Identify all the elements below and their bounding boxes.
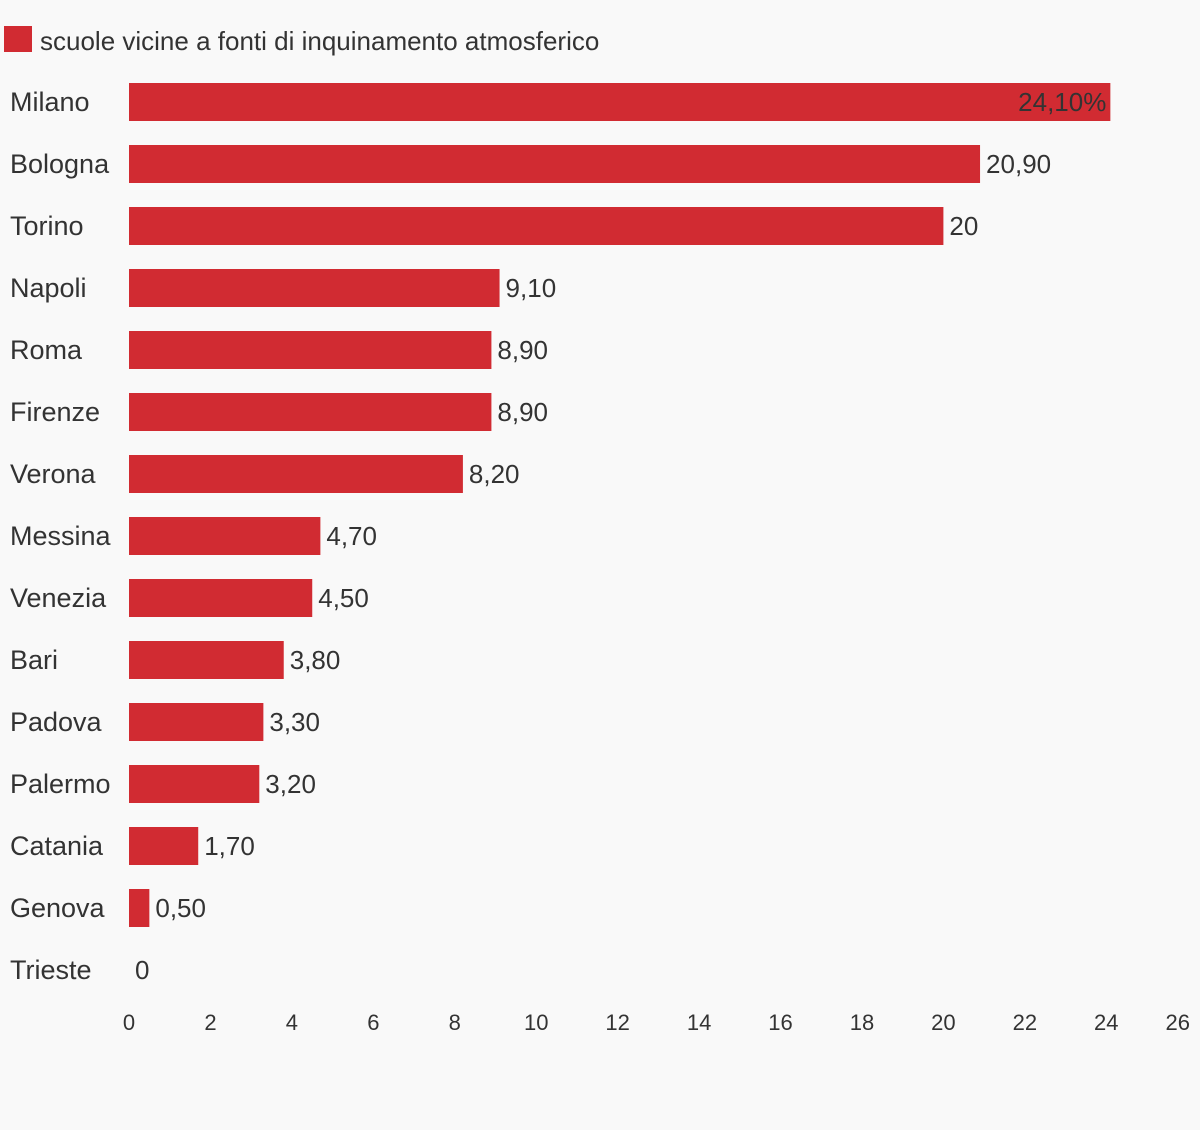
category-label-trieste: Trieste — [10, 955, 92, 985]
x-tick-22: 22 — [1013, 1010, 1037, 1035]
bar-roma — [129, 331, 492, 369]
value-label-trieste: 0 — [135, 955, 149, 985]
category-label-catania: Catania — [10, 831, 104, 861]
category-label-padova: Padova — [10, 707, 103, 737]
category-label-venezia: Venezia — [10, 583, 107, 613]
legend-swatch — [4, 26, 32, 52]
category-label-verona: Verona — [10, 459, 97, 489]
bar-bari — [129, 641, 284, 679]
value-label-messina: 4,70 — [326, 521, 377, 551]
category-label-bologna: Bologna — [10, 149, 110, 179]
value-label-bologna: 20,90 — [986, 149, 1051, 179]
bar-torino — [129, 207, 944, 245]
value-label-verona: 8,20 — [469, 459, 520, 489]
bar-palermo — [129, 765, 260, 803]
value-labels: 24,10% 20,90 20 9,10 8,90 8,90 8,20 4,70 4,50 3,8… — [135, 87, 1106, 985]
bar-bologna — [129, 145, 981, 183]
bar-napoli — [129, 269, 500, 307]
category-label-palermo: Palermo — [10, 769, 111, 799]
category-labels: Milano Bologna Torino Napoli Roma Firenze Vero… — [10, 87, 112, 985]
category-label-messina: Messina — [10, 521, 112, 551]
x-tick-8: 8 — [449, 1010, 461, 1035]
x-tick-10: 10 — [524, 1010, 548, 1035]
bar-verona — [129, 455, 463, 493]
value-label-torino: 20 — [949, 211, 978, 241]
legend-label: scuole vicine a fonti di inquinamento at… — [40, 26, 599, 56]
x-tick-26: 26 — [1166, 1010, 1190, 1035]
x-tick-4: 4 — [286, 1010, 298, 1035]
bar-firenze — [129, 393, 492, 431]
value-label-padova: 3,30 — [269, 707, 320, 737]
category-label-torino: Torino — [10, 211, 84, 241]
x-tick-16: 16 — [768, 1010, 792, 1035]
value-label-roma: 8,90 — [497, 335, 548, 365]
bar-venezia — [129, 579, 313, 617]
x-tick-14: 14 — [687, 1010, 711, 1035]
category-label-roma: Roma — [10, 335, 83, 365]
value-label-napoli: 9,10 — [506, 273, 557, 303]
bar-messina — [129, 517, 321, 555]
x-tick-20: 20 — [931, 1010, 955, 1035]
x-tick-6: 6 — [367, 1010, 379, 1035]
bar-catania — [129, 827, 199, 865]
value-label-genova: 0,50 — [155, 893, 206, 923]
bar-genova — [129, 889, 150, 927]
value-label-venezia: 4,50 — [318, 583, 369, 613]
category-label-milano: Milano — [10, 87, 90, 117]
bars-group — [129, 83, 1111, 927]
x-tick-24: 24 — [1094, 1010, 1118, 1035]
x-tick-18: 18 — [850, 1010, 874, 1035]
value-label-milano: 24,10% — [1018, 87, 1106, 117]
value-label-catania: 1,70 — [204, 831, 255, 861]
x-tick-0: 0 — [123, 1010, 135, 1035]
value-label-palermo: 3,20 — [265, 769, 316, 799]
x-tick-2: 2 — [204, 1010, 216, 1035]
legend: scuole vicine a fonti di inquinamento at… — [4, 26, 599, 56]
value-label-firenze: 8,90 — [497, 397, 548, 427]
bar-milano — [129, 83, 1111, 121]
category-label-firenze: Firenze — [10, 397, 100, 427]
category-label-bari: Bari — [10, 645, 58, 675]
bar-padova — [129, 703, 264, 741]
x-axis-ticks: 0 2 4 6 8 10 12 14 16 18 20 22 24 26 — [123, 1010, 1190, 1035]
category-label-genova: Genova — [10, 893, 106, 923]
value-label-bari: 3,80 — [290, 645, 341, 675]
category-label-napoli: Napoli — [10, 273, 87, 303]
x-tick-12: 12 — [605, 1010, 629, 1035]
